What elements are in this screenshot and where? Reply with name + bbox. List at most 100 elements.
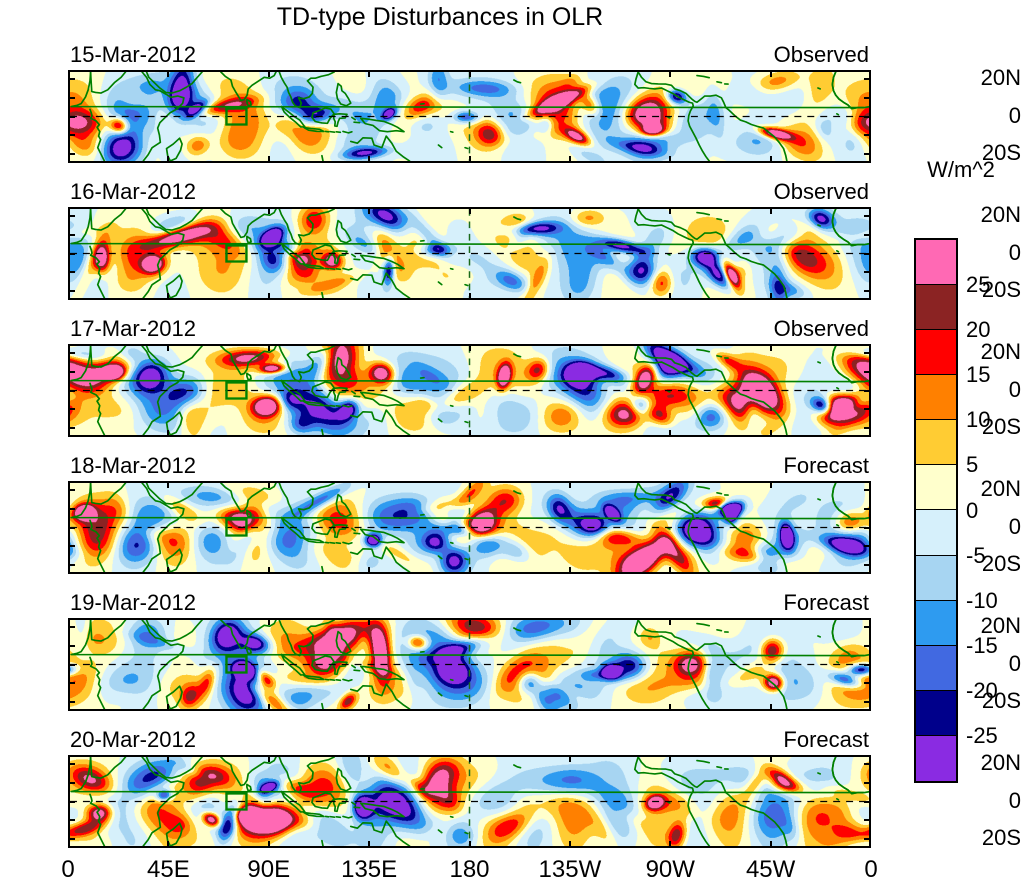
y-axis-tick <box>68 271 75 274</box>
x-axis-tick <box>568 755 571 762</box>
x-axis-tick <box>669 344 672 351</box>
map-panel <box>68 618 871 711</box>
colorbar-tick-label: 15 <box>966 362 991 388</box>
colorbar-band <box>916 285 956 331</box>
y-axis-label: 20N <box>980 750 1021 776</box>
coastlines <box>70 757 869 846</box>
region-box <box>225 107 248 126</box>
x-axis-tick <box>468 70 471 77</box>
x-axis-tick <box>368 207 371 214</box>
region-box <box>225 244 248 263</box>
x-axis-tick <box>669 567 672 574</box>
y-axis-tick <box>864 78 871 81</box>
panel-date-label: 16-Mar-2012 <box>70 179 196 204</box>
x-axis-tick <box>669 156 672 163</box>
y-axis-tick <box>864 408 871 411</box>
y-axis-label: 0 <box>1008 787 1021 813</box>
x-axis-tick <box>368 293 371 300</box>
x-axis-tick <box>669 293 672 300</box>
y-axis-tick <box>68 781 75 784</box>
x-axis-tick <box>167 567 170 574</box>
map-overlay <box>70 757 869 846</box>
panel-date-label: 17-Mar-2012 <box>70 316 196 341</box>
x-axis-tick <box>769 70 772 77</box>
x-axis-tick <box>267 207 270 214</box>
y-axis-tick <box>68 215 75 218</box>
x-axis-tick <box>669 207 672 214</box>
y-axis-tick <box>68 152 75 155</box>
x-axis-tick <box>568 430 571 437</box>
colorbar-band <box>916 645 956 691</box>
map-overlay <box>70 72 869 161</box>
x-axis-tick <box>167 70 170 77</box>
y-axis-label: 20S <box>981 550 1021 576</box>
y-axis-tick <box>864 271 871 274</box>
colorbar-tick-label: -5 <box>966 542 986 568</box>
x-axis-label: 0 <box>864 856 878 883</box>
y-axis-tick <box>68 545 75 548</box>
x-axis-tick <box>368 755 371 762</box>
y-axis-tick <box>864 289 871 292</box>
x-axis-tick <box>267 755 270 762</box>
y-axis-tick <box>864 644 871 647</box>
x-axis-tick <box>167 293 170 300</box>
x-axis-tick <box>167 344 170 351</box>
x-axis-tick <box>368 841 371 848</box>
x-axis-tick <box>568 70 571 77</box>
map-panel <box>68 481 871 574</box>
y-axis-tick <box>68 763 75 766</box>
y-axis-tick <box>68 563 75 566</box>
y-axis-label: 20N <box>980 476 1021 502</box>
x-axis-tick <box>568 567 571 574</box>
y-axis-tick <box>864 352 871 355</box>
y-axis-tick <box>864 700 871 703</box>
x-axis-tick <box>468 293 471 300</box>
coastlines <box>70 620 869 709</box>
coastlines <box>70 483 869 572</box>
y-axis-tick <box>68 134 75 137</box>
y-axis-tick <box>68 682 75 685</box>
x-axis-tick <box>368 618 371 625</box>
x-axis-tick <box>167 704 170 711</box>
panel-kind-label: Forecast <box>783 727 869 752</box>
y-axis-tick <box>68 370 75 373</box>
y-axis-tick <box>864 370 871 373</box>
x-axis-tick <box>167 156 170 163</box>
x-axis-tick <box>267 481 270 488</box>
colorbar <box>914 238 958 783</box>
y-axis-tick <box>864 545 871 548</box>
y-axis-label: 20S <box>981 276 1021 302</box>
y-axis-label: 20S <box>981 413 1021 439</box>
x-axis-tick <box>468 430 471 437</box>
x-axis-tick <box>468 618 471 625</box>
y-axis-tick <box>68 663 75 666</box>
y-axis-tick <box>864 781 871 784</box>
y-axis-tick <box>68 96 75 99</box>
y-axis-tick <box>68 507 75 510</box>
y-axis-tick <box>864 837 871 840</box>
x-axis-tick <box>167 207 170 214</box>
y-axis-tick <box>68 489 75 492</box>
x-axis-label: 90E <box>247 856 291 883</box>
x-axis-tick <box>368 344 371 351</box>
y-axis-tick <box>68 389 75 392</box>
colorbar-tick-label: -15 <box>966 632 998 658</box>
y-axis-tick <box>68 700 75 703</box>
y-axis-tick <box>864 134 871 137</box>
x-axis-tick <box>368 156 371 163</box>
map-panel <box>68 70 871 163</box>
y-axis-label: 20N <box>980 202 1021 228</box>
y-axis-tick <box>68 626 75 629</box>
x-axis-tick <box>769 481 772 488</box>
coastlines <box>70 346 869 435</box>
panel-date-label: 20-Mar-2012 <box>70 727 196 752</box>
y-axis-label: 0 <box>1008 102 1021 128</box>
region-box <box>225 518 248 537</box>
y-axis-tick <box>68 819 75 822</box>
x-axis-tick <box>669 755 672 762</box>
panel-date-label: 18-Mar-2012 <box>70 453 196 478</box>
y-axis-tick <box>864 819 871 822</box>
colorbar-tick-label: 20 <box>966 317 991 343</box>
x-axis-label: 90W <box>645 856 695 883</box>
